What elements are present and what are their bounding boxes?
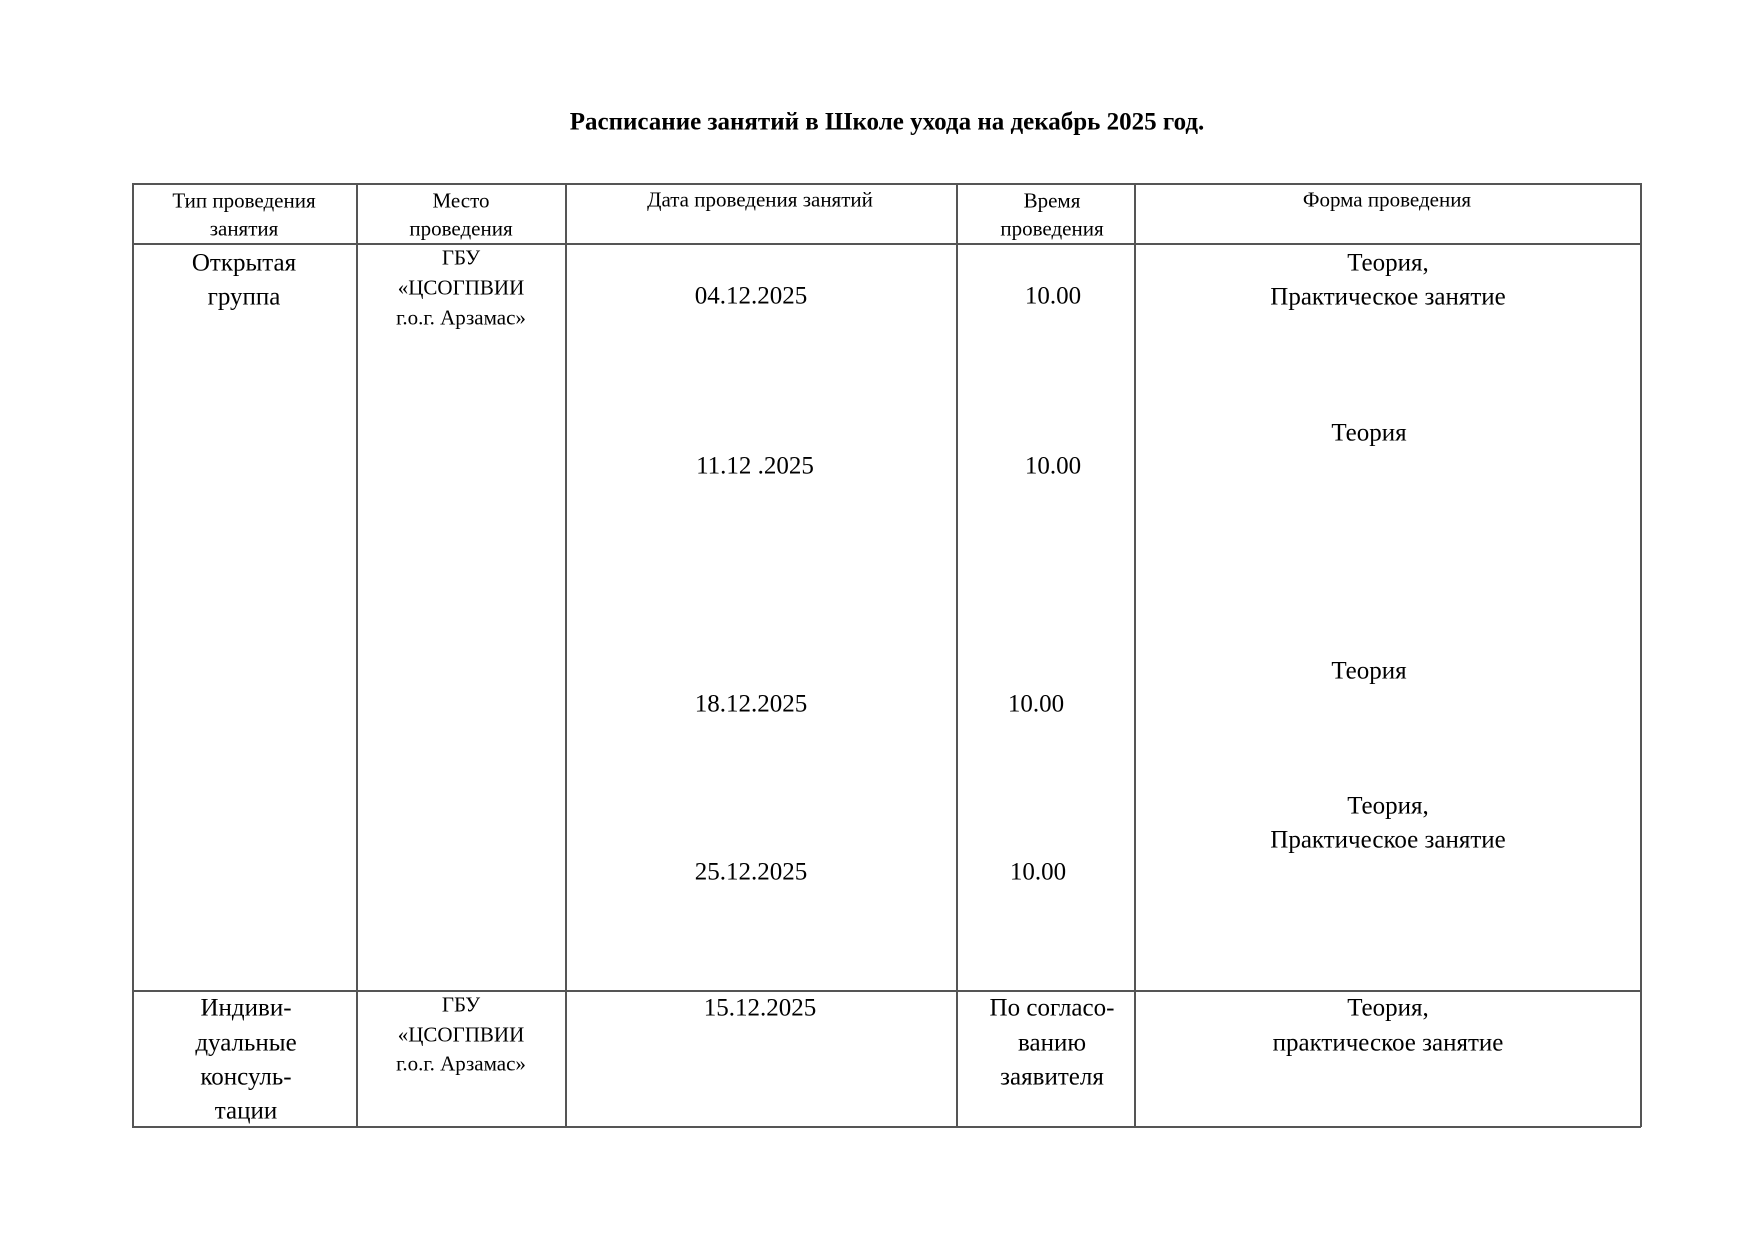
cell-place: г.о.г. Арзамас» [396,1051,526,1076]
session-form: Практическое занятие [1270,283,1506,311]
session-form: Теория, [1347,792,1429,820]
cell-type: консуль- [200,1063,292,1091]
cell-time: ванию [1017,1029,1087,1057]
column-divider [1134,183,1136,1127]
session-date: 18.12.2025 [694,690,808,718]
session-form: Практическое занятие [1270,826,1506,854]
header-time: проведения [1000,216,1104,241]
session-time: 10.00 [1007,690,1065,718]
row-divider [132,990,1641,992]
session-date: 04.12.2025 [694,282,808,310]
session-form: Теория [1331,419,1407,447]
cell-place: «ЦСОГПВИИ [397,275,525,300]
cell-time: По согласо- [989,994,1115,1022]
session-time: 10.00 [1009,858,1067,886]
header-time: Время [1023,188,1081,213]
column-divider [132,183,134,1127]
header-place: Место [432,188,490,213]
table-border-top [132,183,1641,185]
cell-type: Индиви- [200,994,292,1022]
cell-type: Открытая [191,249,297,277]
table-border-right [1640,183,1642,1127]
cell-place: «ЦСОГПВИИ [397,1022,525,1047]
document-title: Расписание занятий в Школе ухода на дека… [569,108,1205,136]
column-divider [956,183,958,1127]
cell-place: г.о.г. Арзамас» [396,305,526,330]
cell-type: дуальные [195,1029,297,1057]
cell-place: ГБУ [441,992,481,1017]
session-date: 25.12.2025 [694,858,808,886]
column-divider [356,183,358,1127]
cell-form: Теория, [1347,994,1429,1022]
session-form: Теория, [1347,249,1429,277]
session-time: 10.00 [1024,282,1082,310]
table-border-bottom [132,1126,1641,1128]
session-time: 10.00 [1024,452,1082,480]
session-date: 11.12 .2025 [696,452,814,480]
cell-date: 15.12.2025 [703,994,817,1022]
cell-type: тации [214,1097,278,1125]
header-divider [132,243,1641,245]
cell-time: заявителя [1000,1063,1104,1091]
column-divider [565,183,567,1127]
cell-form: практическое занятие [1272,1029,1504,1057]
cell-place: ГБУ [441,245,481,270]
cell-type: группа [207,283,281,311]
header-date: Дата проведения занятий [647,187,873,212]
header-place: проведения [409,216,513,241]
header-type: занятия [209,216,279,241]
session-form: Теория [1331,657,1407,685]
header-type: Тип проведения [172,188,316,213]
header-form: Форма проведения [1302,187,1472,212]
